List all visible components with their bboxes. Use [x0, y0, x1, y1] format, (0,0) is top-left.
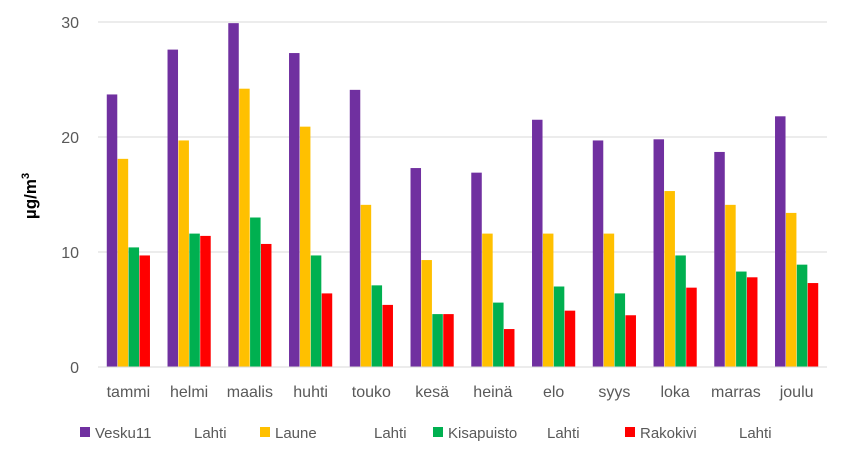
y-tick-label: 10 — [61, 245, 79, 262]
bar-rakokivi-9 — [686, 287, 697, 367]
bar-kisapuisto-0 — [128, 247, 140, 367]
bar-rakokivi-8 — [625, 315, 636, 367]
bar-rakokivi-7 — [564, 310, 576, 367]
legend-item-kisapuisto: Kisapuisto Lahti — [433, 425, 580, 442]
x-category-label: kesä — [415, 384, 449, 401]
bar-kisapuisto-9 — [675, 255, 686, 367]
bar-laune-11 — [785, 212, 797, 367]
legend: Vesku11 Lahti Laune Lahti Kisapuisto Lahti Rak… — [80, 425, 772, 442]
legend-series-name: Rakokivi — [640, 425, 697, 442]
x-category-label: tammi — [107, 384, 151, 401]
legend-series-name: Kisapuisto — [448, 425, 517, 442]
y-axis-label: µg/m3 — [20, 173, 40, 219]
bar-rakokivi-4 — [382, 304, 393, 367]
bar-laune-6 — [482, 233, 493, 367]
x-category-label: helmi — [170, 384, 208, 401]
legend-series-suffix: Lahti — [739, 425, 772, 442]
bar-kisapuisto-10 — [736, 271, 747, 367]
bar-vesku11-5 — [410, 168, 422, 367]
legend-swatch — [433, 427, 443, 437]
x-category-label: syys — [598, 384, 630, 401]
bar-rakokivi-6 — [503, 329, 515, 367]
bar-laune-0 — [117, 158, 129, 367]
bar-laune-10 — [725, 204, 736, 367]
bar-kisapuisto-3 — [310, 255, 322, 367]
bar-kisapuisto-8 — [614, 293, 626, 367]
x-category-label: loka — [660, 384, 689, 401]
bar-laune-9 — [664, 191, 675, 367]
legend-swatch — [625, 427, 635, 437]
bar-vesku11-2 — [228, 23, 239, 368]
bar-laune-5 — [421, 260, 432, 367]
bar-rakokivi-2 — [260, 243, 272, 367]
bar-kisapuisto-6 — [493, 302, 504, 367]
gridlines — [98, 21, 827, 253]
bar-rakokivi-10 — [746, 277, 758, 367]
bar-vesku11-4 — [349, 89, 361, 367]
bar-laune-1 — [178, 140, 189, 367]
legend-series-name: Vesku11 — [95, 425, 151, 442]
legend-item-rakokivi: Rakokivi Lahti — [625, 425, 772, 442]
bar-laune-8 — [603, 233, 615, 367]
x-category-label: joulu — [779, 384, 814, 401]
bar-rakokivi-3 — [321, 293, 333, 367]
bar-rakokivi-0 — [139, 255, 150, 367]
legend-swatch — [80, 427, 90, 437]
bar-kisapuisto-4 — [371, 285, 383, 367]
legend-series-suffix: Lahti — [547, 425, 580, 442]
legend-item-vesku11: Vesku11 Lahti — [80, 425, 227, 442]
bar-laune-3 — [299, 126, 311, 368]
bar-kisapuisto-1 — [189, 233, 200, 367]
bar-laune-2 — [239, 88, 250, 367]
y-tick-label: 30 — [61, 15, 79, 32]
bar-rakokivi-1 — [200, 235, 211, 367]
bar-kisapuisto-7 — [553, 286, 565, 367]
bar-kisapuisto-2 — [250, 217, 261, 367]
bar-kisapuisto-11 — [796, 264, 808, 367]
bar-vesku11-6 — [471, 172, 482, 367]
bar-vesku11-3 — [289, 53, 300, 368]
bar-vesku11-0 — [106, 94, 118, 367]
x-category-label: touko — [352, 384, 391, 401]
bars — [106, 23, 819, 368]
x-category-label: heinä — [473, 384, 512, 401]
bar-vesku11-9 — [653, 139, 665, 367]
legend-item-laune: Laune Lahti — [260, 425, 407, 442]
y-tick-label: 20 — [61, 130, 79, 147]
bar-vesku11-1 — [167, 49, 179, 367]
legend-series-suffix: Lahti — [194, 425, 227, 442]
x-category-label: huhti — [293, 384, 328, 401]
x-category-label: maalis — [227, 384, 273, 401]
x-category-label: marras — [711, 384, 761, 401]
bar-rakokivi-5 — [443, 314, 454, 367]
bar-vesku11-7 — [532, 119, 543, 367]
x-axis-categories: tammi helmi maalis huhti touko kesä heinä elo sy… — [107, 384, 814, 401]
bar-laune-7 — [542, 233, 554, 367]
y-tick-label: 0 — [70, 360, 79, 377]
x-category-label: elo — [543, 384, 564, 401]
bar-vesku11-10 — [714, 151, 725, 367]
y-axis-ticks: 0 10 20 30 — [61, 15, 79, 377]
legend-series-name: Laune — [275, 425, 317, 442]
bar-vesku11-8 — [592, 140, 604, 367]
bar-rakokivi-11 — [807, 283, 819, 367]
legend-series-suffix: Lahti — [374, 425, 407, 442]
bar-kisapuisto-5 — [432, 314, 443, 367]
bar-laune-4 — [360, 204, 372, 367]
legend-swatch — [260, 427, 270, 437]
bar-vesku11-11 — [775, 116, 786, 367]
